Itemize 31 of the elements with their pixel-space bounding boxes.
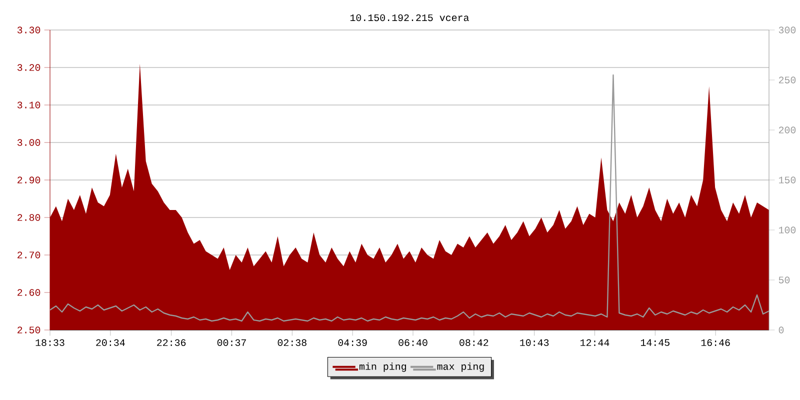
y-tick-label: 3.00 [17, 139, 40, 146]
y2-tick-label: 100 [778, 226, 796, 234]
x-tick-label: 16:46 [701, 339, 730, 346]
y-tick-label: 2.60 [18, 289, 40, 296]
x-tick-label: 20:34 [96, 339, 125, 346]
legend-label: max ping [437, 362, 484, 372]
y2-tick-label: 250 [778, 76, 796, 84]
x-tick-label: 22:36 [157, 339, 186, 346]
y2-tick-label: 150 [778, 176, 796, 184]
chart-title: 10.150.192.215 vcera [350, 14, 469, 22]
y-tick-label: 2.90 [18, 176, 40, 184]
y2-tick-label: 50 [778, 276, 790, 284]
legend-label: min ping [360, 362, 406, 372]
y-tick-label: 3.10 [17, 102, 40, 108]
y-tick-label: 2.70 [18, 252, 40, 258]
x-tick-label: 00:37 [217, 339, 246, 346]
x-tick-label: 06:40 [398, 339, 428, 346]
y2-tick-label: 200 [778, 126, 796, 134]
x-tick-label: 02:38 [278, 339, 306, 346]
x-tick-label: 12:44 [580, 339, 610, 346]
x-tick-label: 14:45 [640, 339, 670, 346]
y2-tick-label: 300 [778, 26, 796, 34]
x-tick-label: 18:33 [36, 339, 64, 346]
y-tick-label: 2.50 [18, 326, 40, 334]
y2-tick-label: 0 [778, 326, 784, 334]
x-tick-label: 08:42 [460, 339, 488, 346]
y-tick-label: 3.30 [17, 26, 40, 34]
y-tick-label: 3.20 [17, 64, 40, 71]
y-tick-label: 2.80 [18, 214, 40, 221]
x-tick-label: 04:39 [338, 339, 367, 346]
x-tick-label: 10:43 [520, 339, 549, 346]
